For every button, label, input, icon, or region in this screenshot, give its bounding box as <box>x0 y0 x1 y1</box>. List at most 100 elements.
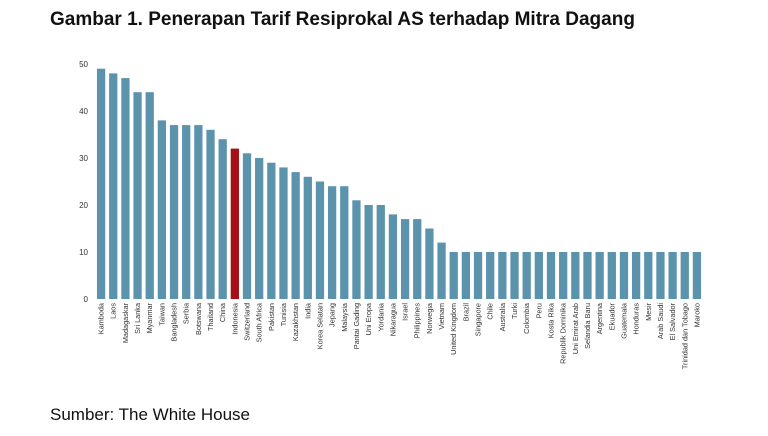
bar <box>619 252 629 299</box>
x-tick-label: Argentina <box>595 302 604 334</box>
x-tick-label: Brazil <box>461 303 470 322</box>
bar <box>206 129 215 299</box>
bar <box>364 205 373 299</box>
x-tick-label: China <box>218 302 227 322</box>
bar <box>437 242 446 299</box>
bar <box>96 68 106 299</box>
x-tick-label: Myanmar <box>145 302 154 333</box>
bar <box>315 181 325 299</box>
x-tick-label: Uni Eropa <box>364 302 373 335</box>
x-tick-label: Singapore <box>474 303 483 336</box>
y-tick-label: 20 <box>79 201 88 210</box>
bar <box>267 162 276 299</box>
bar-chart: 0 10 20 30 40 50 Kamboda Laos Madagaskar Sri Lan… <box>79 60 702 369</box>
x-tick-label: Republik Dominika <box>559 302 568 364</box>
x-tick-label: Mesir <box>644 302 653 320</box>
y-tick-label: 0 <box>84 295 89 304</box>
x-tick-label: Madagaskar <box>121 302 130 343</box>
bar <box>145 92 154 299</box>
x-tick-label: Guatemala <box>619 302 628 339</box>
bar <box>692 252 702 299</box>
x-tick-label: Pantai Gading <box>352 303 361 349</box>
x-tick-label: Arab Saudi <box>656 303 665 339</box>
bar <box>255 158 264 299</box>
x-tick-label: El Salvador <box>668 302 677 340</box>
bar <box>413 219 422 299</box>
x-tick-label: Malaysia <box>340 302 349 332</box>
bar <box>109 73 118 300</box>
x-tick-label: Australia <box>498 302 507 331</box>
bar <box>291 172 300 299</box>
bar <box>595 252 604 299</box>
x-tick-label: Kamboda <box>97 302 106 334</box>
bar <box>182 125 191 299</box>
y-tick-label: 40 <box>79 107 88 116</box>
x-tick-label: Laos <box>109 303 118 319</box>
bar <box>230 148 239 299</box>
bar <box>279 167 288 299</box>
y-tick-label: 30 <box>79 154 88 163</box>
x-tick-label: Peru <box>534 303 543 318</box>
chart-title: Gambar 1. Penerapan Tarif Resiprokal AS … <box>50 9 635 30</box>
bar <box>631 252 641 299</box>
bar <box>157 120 167 300</box>
source-note: Sumber: The White House <box>50 405 250 424</box>
x-tick-label: Colombia <box>522 302 531 334</box>
bar <box>571 252 580 299</box>
bar <box>607 252 616 299</box>
bar <box>327 186 337 299</box>
x-tick-label: Jepang <box>328 303 337 327</box>
y-tick-label: 50 <box>79 60 88 69</box>
x-tick-label: Switzerland <box>243 303 252 341</box>
bar <box>121 78 130 299</box>
bar <box>449 252 458 299</box>
bar <box>522 252 531 299</box>
x-axis-labels: Kamboda Laos Madagaskar Sri Lanka Myanmar Tai… <box>97 302 702 369</box>
x-tick-label: Tunisia <box>279 302 288 326</box>
bar <box>473 252 483 299</box>
bar <box>461 252 471 299</box>
x-tick-label: Indonesia <box>230 302 239 335</box>
x-tick-label: Nikaragua <box>388 302 397 336</box>
bar <box>656 252 665 299</box>
x-tick-label: Maroko <box>692 303 701 327</box>
x-tick-label: Selandia Baru <box>583 303 592 349</box>
y-tick-label: 10 <box>79 248 88 257</box>
x-tick-label: Serbia <box>182 302 191 324</box>
bar <box>546 252 556 299</box>
x-tick-label: Philippines <box>413 303 422 339</box>
x-tick-label: Ekuador <box>607 302 616 330</box>
x-tick-label: United Kingdom <box>449 303 458 355</box>
bar <box>486 252 495 299</box>
bar <box>425 228 434 299</box>
x-tick-label: South Africa <box>255 302 264 342</box>
bars <box>96 68 702 300</box>
x-tick-label: Yordania <box>376 302 385 331</box>
y-axis: 0 10 20 30 40 50 <box>79 60 88 304</box>
bar <box>583 252 592 299</box>
x-tick-label: Pakistan <box>267 303 276 331</box>
x-tick-label: Sri Lanka <box>133 302 142 334</box>
bar <box>534 252 543 299</box>
bar <box>169 125 179 299</box>
x-tick-label: Kosta Rika <box>547 302 556 338</box>
bar <box>376 205 385 299</box>
bar <box>388 214 398 299</box>
x-tick-label: Israel <box>401 303 410 321</box>
bar <box>340 186 349 299</box>
x-tick-label: Turki <box>510 303 519 319</box>
bar <box>133 92 142 299</box>
x-tick-label: India <box>303 302 312 319</box>
x-tick-label: Chile <box>486 303 495 320</box>
bar <box>498 252 507 299</box>
bar <box>194 125 203 299</box>
bar <box>559 252 568 299</box>
x-tick-label: Uni Emirat Arab <box>571 303 580 354</box>
x-tick-label: Thailand <box>206 303 215 331</box>
bar <box>400 219 410 299</box>
bar <box>303 176 312 299</box>
x-tick-label: Kazakhstan <box>291 303 300 341</box>
bar <box>510 252 519 299</box>
bar <box>242 153 252 299</box>
x-tick-label: Korea Selatan <box>315 303 324 349</box>
